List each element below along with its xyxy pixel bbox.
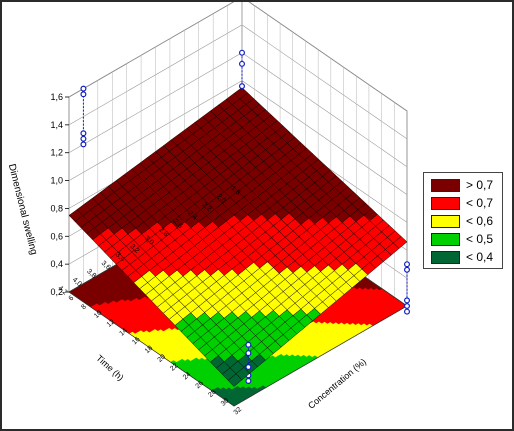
concentration-tick-label: 6 <box>68 295 76 303</box>
concentration-tick-label: 20 <box>157 353 168 363</box>
surface-cell <box>227 373 243 387</box>
concentration-tick-label: 32 <box>233 406 244 416</box>
legend-item: > 0,7 <box>424 176 502 194</box>
observation-point <box>239 60 246 67</box>
z-tick-label: 0,8 <box>50 203 63 213</box>
time-tick-label: 4,0 <box>71 276 83 288</box>
observation-point <box>404 308 411 315</box>
concentration-tick-label: 10 <box>93 310 104 320</box>
z-tick-label: 0,4 <box>50 259 63 269</box>
observation-point <box>239 49 246 56</box>
legend-swatch <box>431 178 460 192</box>
observation-point <box>80 91 87 98</box>
time-axis-label: Time (h) <box>94 353 125 383</box>
legend-label: < 0,5 <box>466 232 494 246</box>
legend-swatch <box>431 232 460 246</box>
observation-point <box>80 130 87 137</box>
axis-ticks: 0,20,40,60,81,01,21,41,61,82,02,22,42,62… <box>50 92 243 416</box>
time-tick-label: 3,2 <box>129 243 141 255</box>
response-surface <box>68 87 408 387</box>
observation-point <box>80 141 87 148</box>
time-tick-label: 3,6 <box>100 260 112 272</box>
legend-label: < 0,7 <box>466 196 494 210</box>
z-tick-label: 0,2 <box>50 287 63 297</box>
z-tick-label: 1,2 <box>50 148 63 158</box>
concentration-tick-label: 14 <box>118 327 129 337</box>
concentration-tick-label: 24 <box>182 371 193 381</box>
observation-point <box>404 266 411 273</box>
time-tick-label: 2,4 <box>186 210 198 222</box>
observation-point <box>404 261 411 268</box>
concentration-tick-label: 16 <box>131 336 142 346</box>
legend-swatch <box>431 196 460 210</box>
time-tick-label: 3,4 <box>114 251 126 263</box>
time-tick-label: 1,8 <box>229 185 241 197</box>
z-tick-label: 1,6 <box>50 92 63 102</box>
observation-point <box>245 341 252 348</box>
legend-label: > 0,7 <box>466 178 494 192</box>
z-tick-label: 0,6 <box>50 231 63 241</box>
concentration-tick-label: 30 <box>220 397 231 407</box>
legend-label: < 0,6 <box>466 214 494 228</box>
time-tick-label: 2,2 <box>201 201 213 213</box>
z-axis-label: Dimensional swelling <box>6 163 39 256</box>
concentration-axis-label: Concentration (%) <box>306 357 368 411</box>
z-tick-label: 1,4 <box>50 120 63 130</box>
time-tick-label: 4,2 <box>56 285 68 297</box>
legend-label: < 0,4 <box>466 250 494 264</box>
concentration-tick-label: 22 <box>169 362 180 372</box>
concentration-tick-label: 18 <box>144 345 155 355</box>
observation-point <box>239 83 246 90</box>
legend-swatch <box>431 250 460 264</box>
legend-item: < 0,5 <box>424 230 502 248</box>
time-tick-label: 2,6 <box>172 218 184 230</box>
time-tick-label: 2,8 <box>157 226 169 238</box>
time-tick-label: 3,8 <box>85 268 97 280</box>
observation-point <box>245 350 252 357</box>
legend-item: < 0,7 <box>424 194 502 212</box>
time-tick-label: 3,0 <box>143 235 155 247</box>
observation-point <box>404 297 411 304</box>
legend-item: < 0,6 <box>424 212 502 230</box>
observation-point <box>245 364 252 371</box>
concentration-tick-label: 12 <box>106 318 117 328</box>
observation-point <box>245 377 252 384</box>
time-tick-label: 2,0 <box>215 193 227 205</box>
observation-point <box>404 303 411 310</box>
concentration-tick-label: 28 <box>207 388 218 398</box>
concentration-tick-label: 26 <box>195 380 206 390</box>
observation-point <box>80 135 87 142</box>
legend-item: < 0,4 <box>424 248 502 266</box>
concentration-tick-label: 8 <box>80 303 88 311</box>
observation-point <box>80 85 87 92</box>
observations-front <box>80 49 252 371</box>
legend-swatch <box>431 214 460 228</box>
legend: > 0,7 < 0,7 < 0,6 < 0,5 < 0,4 <box>423 172 503 269</box>
z-tick-label: 1,0 <box>50 176 63 186</box>
